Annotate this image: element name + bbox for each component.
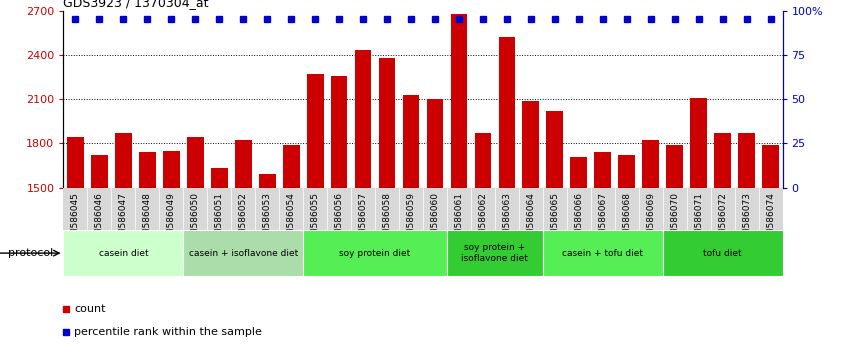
Text: GSM586066: GSM586066 (574, 192, 583, 247)
Text: GSM586047: GSM586047 (119, 192, 128, 247)
Text: soy protein +
isoflavone diet: soy protein + isoflavone diet (461, 244, 529, 263)
Text: GSM586057: GSM586057 (359, 192, 367, 247)
Bar (762, 145, 779, 188)
Text: casein + tofu diet: casein + tofu diet (563, 249, 643, 258)
Text: GSM586074: GSM586074 (766, 192, 775, 247)
Text: GSM586062: GSM586062 (479, 192, 487, 247)
Bar (307, 74, 323, 188)
Text: GSM586068: GSM586068 (623, 192, 631, 247)
Text: GSM586052: GSM586052 (239, 192, 248, 247)
Bar (259, 174, 276, 188)
Text: percentile rank within the sample: percentile rank within the sample (74, 327, 262, 337)
Text: GSM586050: GSM586050 (191, 192, 200, 247)
Text: count: count (74, 304, 106, 314)
Text: GSM586046: GSM586046 (95, 192, 104, 247)
Text: GSM586056: GSM586056 (335, 192, 343, 247)
Bar (451, 13, 467, 188)
Bar (139, 152, 156, 188)
Bar (618, 155, 635, 188)
Text: GSM586071: GSM586071 (695, 192, 703, 247)
Bar (303, 230, 447, 276)
Bar (475, 133, 492, 188)
Text: GSM586054: GSM586054 (287, 192, 295, 247)
Bar (523, 101, 539, 188)
Bar (379, 58, 395, 188)
Text: GSM586058: GSM586058 (382, 192, 392, 247)
Text: GSM586059: GSM586059 (407, 192, 415, 247)
Bar (403, 95, 420, 188)
Bar (163, 151, 179, 188)
Text: GSM586070: GSM586070 (670, 192, 679, 247)
Text: GSM586061: GSM586061 (454, 192, 464, 247)
Bar (187, 137, 204, 188)
Bar (235, 141, 251, 188)
Bar (690, 98, 707, 188)
Text: GSM586073: GSM586073 (742, 192, 751, 247)
Bar (667, 145, 683, 188)
Bar (211, 169, 228, 188)
Bar (67, 137, 84, 188)
Text: GSM586045: GSM586045 (71, 192, 80, 247)
Bar (184, 230, 303, 276)
Bar (498, 37, 515, 188)
Text: GSM586051: GSM586051 (215, 192, 223, 247)
Text: GSM586064: GSM586064 (526, 192, 536, 247)
Text: GSM586055: GSM586055 (310, 192, 320, 247)
Text: GSM586049: GSM586049 (167, 192, 176, 247)
Text: GSM586048: GSM586048 (143, 192, 151, 247)
Bar (91, 155, 107, 188)
Bar (331, 75, 348, 188)
Bar (642, 141, 659, 188)
Bar (63, 230, 184, 276)
Bar (662, 230, 783, 276)
Text: casein + isoflavone diet: casein + isoflavone diet (189, 249, 298, 258)
Text: GDS3923 / 1370304_at: GDS3923 / 1370304_at (63, 0, 209, 10)
Text: tofu diet: tofu diet (703, 249, 742, 258)
Text: GSM586063: GSM586063 (503, 192, 511, 247)
Bar (570, 156, 587, 188)
Bar (115, 133, 132, 188)
Bar (354, 50, 371, 188)
Bar (447, 230, 543, 276)
Bar (283, 145, 299, 188)
Bar (595, 152, 611, 188)
Bar (426, 99, 443, 188)
Text: soy protein diet: soy protein diet (339, 249, 410, 258)
Text: GSM586060: GSM586060 (431, 192, 439, 247)
Text: GSM586069: GSM586069 (646, 192, 655, 247)
Text: GSM586053: GSM586053 (263, 192, 272, 247)
Text: GSM586067: GSM586067 (598, 192, 607, 247)
Bar (714, 133, 731, 188)
Bar (547, 111, 563, 188)
Bar (543, 230, 662, 276)
Text: protocol: protocol (8, 248, 53, 258)
Text: GSM586072: GSM586072 (718, 192, 727, 247)
Bar (739, 133, 755, 188)
Text: GSM586065: GSM586065 (551, 192, 559, 247)
Text: casein diet: casein diet (99, 249, 148, 258)
